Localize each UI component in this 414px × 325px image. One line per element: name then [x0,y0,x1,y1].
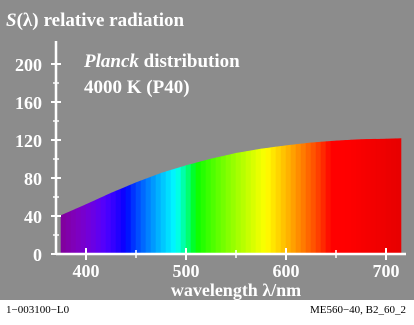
spectrum-band [325,141,332,255]
x-tick-label: 600 [273,261,300,281]
spectrum-band [205,158,212,255]
title-paren: (λ) [17,10,39,31]
spectrum-band [105,192,112,255]
spectrum-band [85,201,92,255]
spectrum-band [60,212,67,255]
spectrum-band [290,144,297,255]
spectrum-band [210,157,217,255]
spectrum-band [135,180,142,255]
spectrum-band [270,146,277,255]
spectrum-band [235,152,242,255]
title-symbol: S [6,10,17,31]
footer-left-code: 1−003100−L0 [6,304,70,316]
spectrum-band [145,176,152,255]
spectrum-band [160,171,167,255]
annotation-line-1: Planck distribution [83,51,240,72]
annotation-distribution: distribution [139,51,240,72]
footer-right-code: ME560−40, B2_60_2 [309,304,406,316]
spectrum-band [280,145,287,255]
spectrum-band [275,146,282,255]
spectrum-band [245,150,252,255]
spectrum-band [365,139,372,255]
spectrum-band [350,139,357,255]
spectrum-area [60,138,402,255]
spectrum-band [125,184,132,255]
chart-title: S(λ) relative radiation [6,10,185,31]
spectrum-band [155,172,162,255]
spectrum-band [165,169,172,255]
x-tick-label: 700 [373,261,400,281]
spectrum-band [390,138,397,255]
x-tick-label: 400 [73,261,100,281]
spectrum-band [315,141,322,255]
y-tick-label: 80 [24,169,42,189]
spectrum-band [300,143,307,255]
y-tick-label: 0 [33,245,42,265]
spectrum-band [310,142,317,255]
spectrum-band [150,174,157,255]
spectrum-band [110,190,117,255]
axes: 0 40 80 120 160 200 400 500 600 700 [15,41,406,281]
spectrum-band [170,168,177,255]
y-tick-label: 120 [15,131,42,151]
spectrum-band [190,162,197,255]
annotation-planck: Planck [83,51,139,72]
spectrum-band [360,139,367,255]
spectrum-band [115,188,122,255]
chart-canvas: S(λ) relative radiation Planck distributi… [0,0,414,300]
spectrum-band [320,141,327,255]
spectrum-band [370,138,377,255]
spectrum-band [240,151,247,255]
spectrum-band [230,152,237,255]
spectrum-band [80,204,87,255]
spectrum-band [215,156,222,255]
spectrum-band [90,199,97,255]
spectrum-band [130,182,137,255]
spectrum-band [220,155,227,255]
spectrum-band [395,138,402,255]
spectrum-band [95,197,102,255]
spectrum-band [70,208,77,255]
spectrum-band [195,161,202,255]
spectrum-band [120,186,127,255]
spectrum-band [185,163,192,255]
spectrum-band [295,143,302,255]
title-text: relative radiation [44,10,185,31]
spectrum-band [330,140,337,255]
spectrum-band [335,140,342,255]
x-axis-label: wavelength λ/nm [171,280,301,300]
spectrum-band [265,147,272,255]
spectrum-band [380,138,387,255]
spectrum-band [340,140,347,255]
spectrum-band [75,206,82,255]
spectrum-band [180,165,187,255]
spectrum-band [140,178,147,255]
spectrum-band [385,138,392,255]
spectrum-band [250,149,257,255]
x-tick-label: 500 [173,261,200,281]
spectrum-band [175,166,182,255]
spectrum-band [255,148,262,255]
annotation-line-2: 4000 K (P40) [84,77,190,98]
y-tick-label: 200 [15,55,42,75]
spectrum-band [375,138,382,255]
spectrum-band [345,139,352,255]
spectrum-band [200,159,207,255]
spectrum-band [305,142,312,255]
y-tick-label: 40 [24,207,42,227]
spectrum-band [225,154,232,255]
spectrum-band [260,148,267,255]
spectrum-band [285,144,292,255]
spectrum-band [65,210,72,255]
spectrum-band [355,139,362,255]
y-tick-label: 160 [15,93,42,113]
spectrum-band [100,195,107,255]
